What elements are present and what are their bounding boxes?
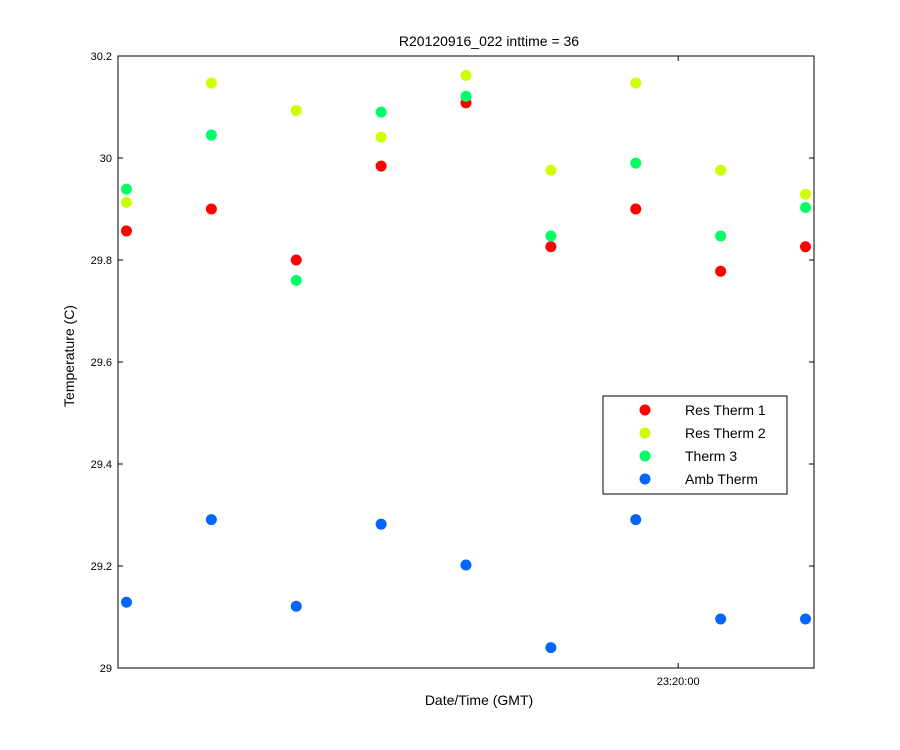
point-res-therm-1 [290,254,302,266]
chart-title: R20120916_022 inttime = 36 [399,33,579,49]
point-amb-therm [205,514,217,526]
point-therm-3 [460,90,472,102]
point-amb-therm [290,600,302,612]
point-therm-3 [290,274,302,286]
point-res-therm-2 [375,131,387,143]
point-amb-therm [800,613,812,625]
point-amb-therm [545,642,557,654]
legend-label: Res Therm 1 [685,402,766,418]
legend-marker [639,473,651,485]
legend-box [602,395,788,495]
point-therm-3 [715,230,727,242]
point-res-therm-2 [800,188,812,200]
point-res-therm-1 [545,241,557,253]
point-res-therm-1 [375,160,387,172]
y-tick-label: 29.4 [91,459,112,471]
point-therm-3 [800,201,812,213]
y-tick-label: 29.2 [91,561,112,573]
x-tick-label: 23:20:00 [657,676,700,688]
point-res-therm-2 [120,196,132,208]
point-res-therm-2 [715,164,727,176]
point-amb-therm [630,514,642,526]
y-tick-label: 30 [100,153,112,165]
y-tick-label: 29 [100,663,112,675]
y-tick-label: 29.6 [91,357,112,369]
point-res-therm-2 [630,77,642,89]
point-res-therm-2 [290,105,302,117]
plot-area [117,55,815,669]
point-therm-3 [120,183,132,195]
point-res-therm-1 [630,203,642,215]
point-therm-3 [630,157,642,169]
y-axis-label: Temperature (C) [61,305,77,407]
point-amb-therm [375,518,387,530]
y-tick-label: 29.8 [91,255,112,267]
point-amb-therm [120,596,132,608]
point-res-therm-2 [205,77,217,89]
legend-label: Res Therm 2 [685,425,766,441]
point-res-therm-2 [545,164,557,176]
point-res-therm-1 [205,203,217,215]
point-amb-therm [460,559,472,571]
legend-marker [639,427,651,439]
point-therm-3 [205,129,217,141]
point-res-therm-2 [460,69,472,81]
point-res-therm-1 [120,225,132,237]
data-points [120,69,812,654]
legend-label: Therm 3 [685,448,737,464]
point-therm-3 [375,106,387,118]
point-res-therm-1 [800,241,812,253]
legend: Res Therm 1 Res Therm 2 Therm 3 Amb Therm [602,395,788,495]
legend-label: Amb Therm [685,471,758,487]
legend-marker [639,450,651,462]
x-axis: 23:20:00 [657,56,700,688]
y-axis: 29 29.2 29.4 29.6 29.8 30 30.2 [91,51,814,675]
point-therm-3 [545,230,557,242]
point-amb-therm [715,613,727,625]
point-res-therm-1 [715,265,727,277]
y-tick-label: 30.2 [91,51,112,63]
x-axis-label: Date/Time (GMT) [425,692,533,708]
legend-marker [639,404,651,416]
